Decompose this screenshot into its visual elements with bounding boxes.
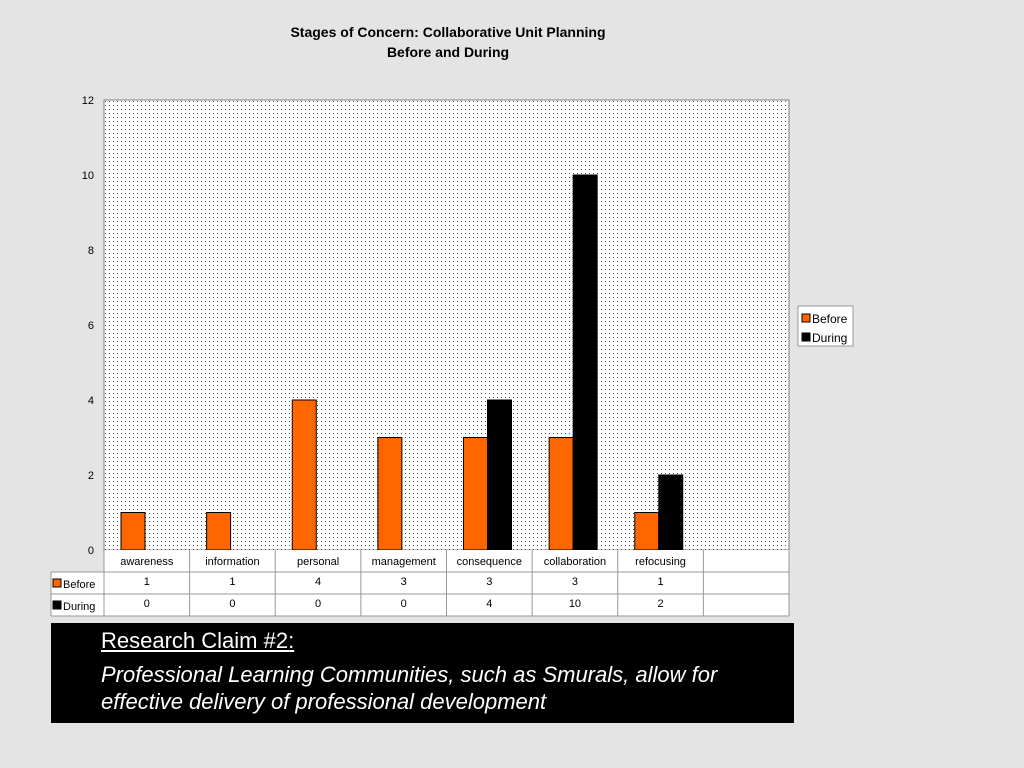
x-tick-label: personal	[297, 556, 339, 568]
legend: Before During	[797, 305, 854, 347]
table-cell-before: 1	[144, 576, 150, 588]
legend-key-during	[801, 332, 811, 342]
claim-body: Professional Learning Communities, such …	[101, 662, 718, 714]
bar-before-refocusing	[634, 512, 660, 551]
table-cell-during: 4	[486, 598, 492, 610]
legend-key-before	[801, 313, 811, 323]
y-tick-label: 4	[88, 395, 94, 407]
y-tick-label: 6	[88, 320, 94, 332]
legend-label-during: During	[812, 331, 847, 345]
chart-title: Stages of Concern: Collaborative Unit Pl…	[290, 24, 605, 40]
bar-before-information	[206, 512, 232, 551]
data-table: awareness information personal management co…	[50, 550, 790, 617]
table-cell-before: 3	[401, 576, 407, 588]
table-legend-key-during	[52, 600, 62, 610]
table-cell-before: 3	[572, 576, 578, 588]
table-cell-before: 4	[315, 576, 321, 588]
chart: Stages of Concern: Collaborative Unit Pl…	[50, 24, 854, 617]
y-tick-label: 2	[88, 470, 94, 482]
research-claim-box: Research Claim #2: Professional Learning…	[51, 623, 794, 723]
legend-label-before: Before	[812, 312, 848, 326]
bar-before-management	[377, 437, 403, 551]
table-cell-during: 0	[144, 598, 150, 610]
y-tick-label: 12	[82, 95, 94, 107]
table-cell-during: 2	[658, 598, 664, 610]
y-tick-label: 10	[82, 170, 94, 182]
bar-during-refocusing	[658, 474, 684, 551]
x-tick-label: management	[372, 556, 436, 568]
table-cell-during: 0	[229, 598, 235, 610]
bar-during-consequence	[487, 399, 512, 551]
table-legend-key-before	[52, 578, 62, 588]
table-cell-before: 1	[658, 576, 664, 588]
bar-before-personal	[291, 399, 317, 551]
y-axis: 0 2 4 6 8 10 12	[82, 95, 94, 557]
table-series-label: Before	[63, 579, 95, 591]
bars	[120, 174, 684, 551]
y-tick-label: 0	[88, 545, 94, 557]
table-cell-before: 3	[486, 576, 492, 588]
bar-before-consequence	[463, 437, 488, 551]
y-tick-label: 8	[88, 245, 94, 257]
x-tick-label: awareness	[120, 556, 174, 568]
plot-area	[103, 99, 790, 551]
table-cell-before: 1	[229, 576, 235, 588]
x-tick-label: information	[205, 556, 259, 568]
claim-heading: Research Claim #2:	[101, 628, 295, 653]
bar-before-collaboration	[548, 437, 574, 551]
table-cell-during: 0	[315, 598, 321, 610]
table-series-label: During	[63, 601, 95, 613]
chart-subtitle: Before and During	[387, 44, 509, 60]
bar-before-awareness	[120, 512, 146, 551]
bar-during-collaboration	[572, 174, 598, 551]
table-cell-during: 0	[401, 598, 407, 610]
table-cell-during: 10	[569, 598, 581, 610]
x-tick-label: consequence	[457, 556, 522, 568]
x-tick-label: collaboration	[544, 556, 606, 568]
x-tick-label: refocusing	[635, 556, 686, 568]
